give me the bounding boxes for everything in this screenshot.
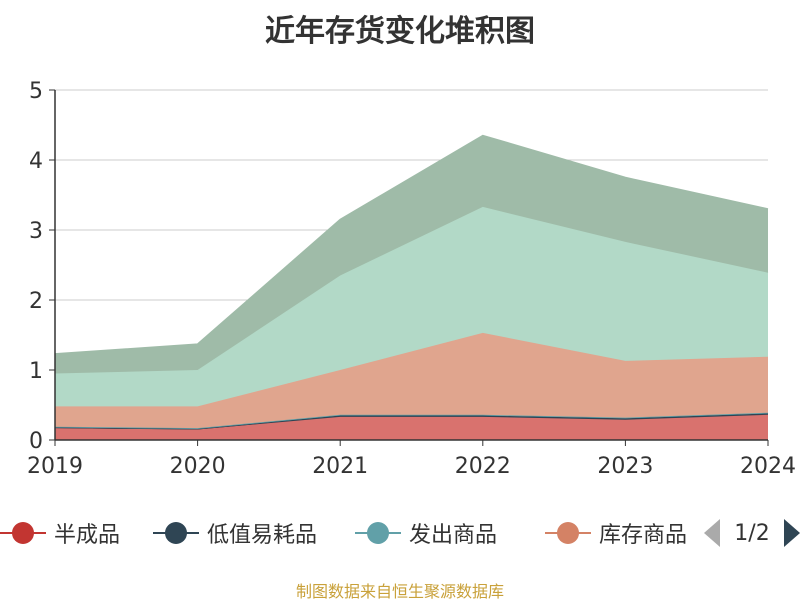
legend-marker-icon (545, 521, 591, 545)
area-series-5 (55, 206, 768, 407)
legend-item[interactable]: 半成品 (0, 513, 120, 553)
data-source-note: 制图数据来自恒生聚源数据库 (295, 582, 504, 601)
x-tick-label: 2019 (27, 454, 83, 479)
series-line-6 (54, 134, 769, 355)
legend-marker-icon (355, 521, 401, 545)
legend-item[interactable]: 发出商品 (355, 513, 497, 553)
legend-item[interactable]: 库存商品 (545, 513, 687, 553)
x-tick-label: 2023 (597, 454, 653, 479)
area-series-1 (55, 414, 768, 440)
legend-page-indicator: 1/2 (734, 520, 770, 546)
area-series-6 (55, 135, 768, 374)
legend-label: 半成品 (54, 523, 121, 548)
x-tick-label: 2024 (740, 454, 796, 479)
y-tick-label: 3 (29, 219, 43, 244)
chart-title: 近年存货变化堆积图 (265, 14, 535, 49)
legend-label: 低值易耗品 (207, 523, 318, 548)
y-tick-label: 0 (29, 429, 43, 454)
x-tick-label: 2020 (170, 454, 226, 479)
legend-marker-icon (0, 521, 46, 545)
y-tick-label: 1 (29, 359, 43, 384)
x-tick-label: 2022 (455, 454, 511, 479)
legend-next-page-icon[interactable] (784, 519, 800, 547)
legend-prev-page-icon[interactable] (704, 519, 720, 547)
area-series-4 (55, 332, 768, 429)
y-tick-label: 5 (29, 79, 43, 104)
legend-label: 库存商品 (599, 523, 688, 548)
legend-pager: 1/2 (700, 518, 800, 548)
legend-item[interactable]: 低值易耗品 (153, 513, 317, 553)
y-tick-label: 4 (29, 149, 43, 174)
x-tick-label: 2021 (312, 454, 368, 479)
y-tick-label: 2 (29, 289, 43, 314)
legend-marker-icon (153, 521, 199, 545)
chart-legend: 半成品 低值易耗品 发出商品 库存商品 (0, 513, 800, 553)
legend-label: 发出商品 (409, 523, 498, 548)
